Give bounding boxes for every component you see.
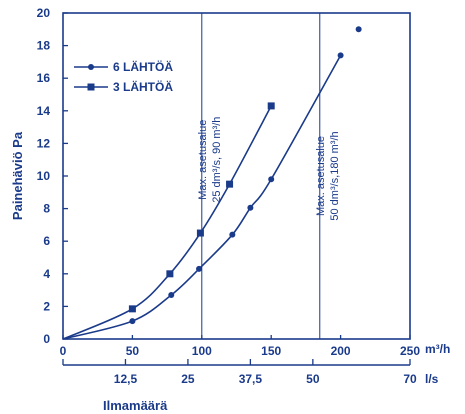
x-unit-primary: m³/h — [425, 342, 450, 356]
series-1-point — [247, 204, 254, 211]
annotation-line: 50 dm³/s,180 m³/h — [329, 131, 341, 220]
x-tick-label: 150 — [261, 344, 281, 358]
x2-tick-label: 70 — [403, 372, 417, 386]
x-tick-label: 250 — [400, 344, 420, 358]
series-1-point — [196, 265, 203, 272]
annotation-line: Max. asetusalue — [315, 136, 327, 216]
series-1-point — [268, 176, 275, 183]
y-tick-label: 0 — [43, 332, 50, 346]
x-tick-label: 100 — [192, 344, 212, 358]
y-axis-title: Painehäviö Pa — [10, 131, 25, 220]
series-2-point — [166, 270, 174, 278]
x-tick-label: 50 — [126, 344, 140, 358]
x2-tick-label: 12,5 — [114, 372, 138, 386]
x2-tick-label: 25 — [181, 372, 195, 386]
x-axis-title: Ilmamäärä — [103, 398, 168, 413]
y-tick-label: 14 — [37, 104, 51, 118]
x-tick-label: 0 — [60, 344, 67, 358]
axes-layer — [62, 12, 411, 366]
annotation-line: Max. asetusalue — [197, 120, 209, 200]
y-tick-label: 4 — [43, 267, 50, 281]
series-1-line — [62, 54, 342, 340]
y-tick-label: 6 — [43, 234, 50, 248]
y-tick-label: 16 — [37, 71, 51, 85]
legend: 6 LÄHTÖÄ 3 LÄHTÖÄ — [74, 59, 173, 94]
y-tick-label: 2 — [43, 299, 50, 313]
grid-layer — [201, 13, 321, 339]
y-tick-label: 18 — [37, 39, 51, 53]
series-2-point — [128, 305, 136, 313]
series-1-point — [129, 318, 136, 325]
y-tick-label: 10 — [37, 169, 51, 183]
series-2-point — [196, 229, 204, 237]
annotation-line: 25 dm³/s, 90 m³/h — [211, 117, 223, 203]
series-2-line — [62, 105, 272, 340]
x2-tick-label: 50 — [306, 372, 320, 386]
series-layer: 6 LÄHTÖÄ 3 LÄHTÖÄ — [62, 26, 362, 340]
series-2-point — [267, 102, 275, 110]
series-2-point — [226, 180, 234, 188]
legend-label: 3 LÄHTÖÄ — [113, 79, 173, 94]
legend-marker — [87, 83, 95, 91]
x2-tick-label: 37,5 — [239, 372, 263, 386]
x-tick-label: 200 — [331, 344, 351, 358]
series-1-extra-point — [355, 26, 362, 33]
y-tick-label: 20 — [37, 6, 51, 20]
series-1-point — [229, 231, 236, 238]
annotation-2: Max. asetusalue 50 dm³/s,180 m³/h — [315, 131, 341, 220]
annotation-1: Max. asetusalue 25 dm³/s, 90 m³/h — [197, 117, 223, 203]
y-tick-label: 12 — [37, 136, 51, 150]
x-unit-secondary: l/s — [425, 372, 439, 386]
legend-marker — [88, 64, 94, 70]
legend-label: 6 LÄHTÖÄ — [113, 59, 173, 74]
series-1-point — [168, 291, 175, 298]
y-tick-label: 8 — [43, 202, 50, 216]
series-1-point — [337, 52, 344, 59]
